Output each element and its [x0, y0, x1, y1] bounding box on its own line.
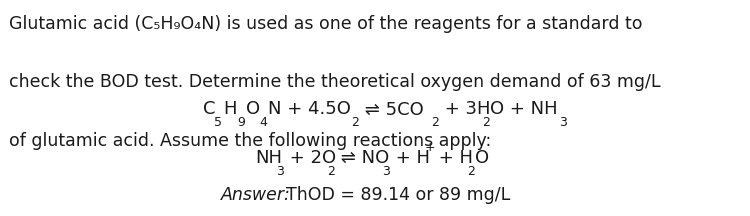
Text: + 2O: + 2O	[284, 149, 336, 167]
Text: + 3H: + 3H	[439, 100, 491, 119]
Text: ⇌ 5CO: ⇌ 5CO	[359, 100, 424, 119]
Text: H: H	[224, 100, 237, 119]
Text: + H: + H	[390, 149, 430, 167]
Text: 2: 2	[327, 165, 334, 178]
Text: 3: 3	[382, 165, 390, 178]
Text: O: O	[246, 100, 260, 119]
Text: 2: 2	[467, 165, 476, 178]
Text: O + NH: O + NH	[490, 100, 558, 119]
Text: + H: + H	[433, 149, 472, 167]
Text: 4: 4	[260, 116, 267, 129]
Text: check the BOD test. Determine the theoretical oxygen demand of 63 mg/L: check the BOD test. Determine the theore…	[9, 73, 661, 91]
Text: of glutamic acid. Assume the following reactions apply:: of glutamic acid. Assume the following r…	[9, 132, 491, 150]
Text: O: O	[476, 149, 490, 167]
Text: 2: 2	[351, 116, 358, 129]
Text: ThOD = 89.14 or 89 mg/L: ThOD = 89.14 or 89 mg/L	[286, 186, 511, 204]
Text: Glutamic acid (C₅H₉O₄N) is used as one of the reagents for a standard to: Glutamic acid (C₅H₉O₄N) is used as one o…	[9, 15, 643, 33]
Text: 3: 3	[559, 116, 567, 129]
Text: 2: 2	[431, 116, 439, 129]
Text: 2: 2	[482, 116, 490, 129]
Text: ⇌ NO: ⇌ NO	[335, 149, 389, 167]
Text: 9: 9	[237, 116, 244, 129]
Text: N + 4.5O: N + 4.5O	[268, 100, 351, 119]
Text: +: +	[424, 141, 435, 154]
Text: C: C	[202, 100, 215, 119]
Text: 3: 3	[276, 165, 284, 178]
Text: NH: NH	[255, 149, 282, 167]
Text: Answer:: Answer:	[221, 186, 296, 204]
Text: 5: 5	[214, 116, 223, 129]
